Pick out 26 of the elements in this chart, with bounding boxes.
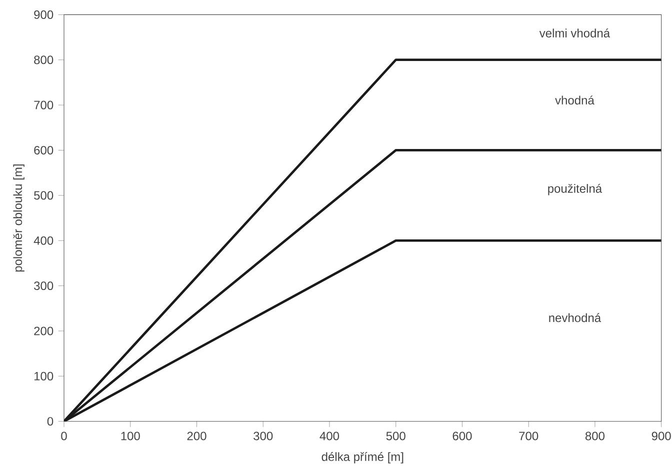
y-tick-label: 400 [34,236,54,245]
y-tick-label: 200 [34,326,54,336]
x-tick-label: 400 [320,432,340,440]
x-tick-label: 500 [386,432,406,440]
y-tick-label: 800 [34,56,54,64]
annotation: vhodná [555,96,594,105]
x-tick-label: 700 [519,432,538,440]
annotation: velmi vhodná [539,28,610,38]
annotation: použitelná [548,184,602,196]
y-tick-label: 300 [34,282,54,290]
y-tick-label: 500 [34,191,54,200]
x-tick-label: 900 [652,432,671,440]
x-tick-label: 0 [61,432,67,440]
x-tick-label: 600 [452,432,472,440]
y-tick-label: 900 [34,10,54,19]
y-tick-label: 0 [47,417,54,426]
x-tick-label: 200 [187,432,206,440]
x-tick-label: 100 [121,432,140,440]
x-axis-title: délka přímé [m] [322,452,404,464]
y-tick-label: 100 [34,372,54,380]
y-tick-label: 600 [34,146,54,154]
x-tick-label: 800 [585,432,605,440]
x-tick-label: 300 [254,432,273,440]
annotation: nevhodná [549,313,602,322]
y-axis-title: poloměr oblouku [m] [13,164,24,272]
y-tick-label: 700 [34,100,54,110]
